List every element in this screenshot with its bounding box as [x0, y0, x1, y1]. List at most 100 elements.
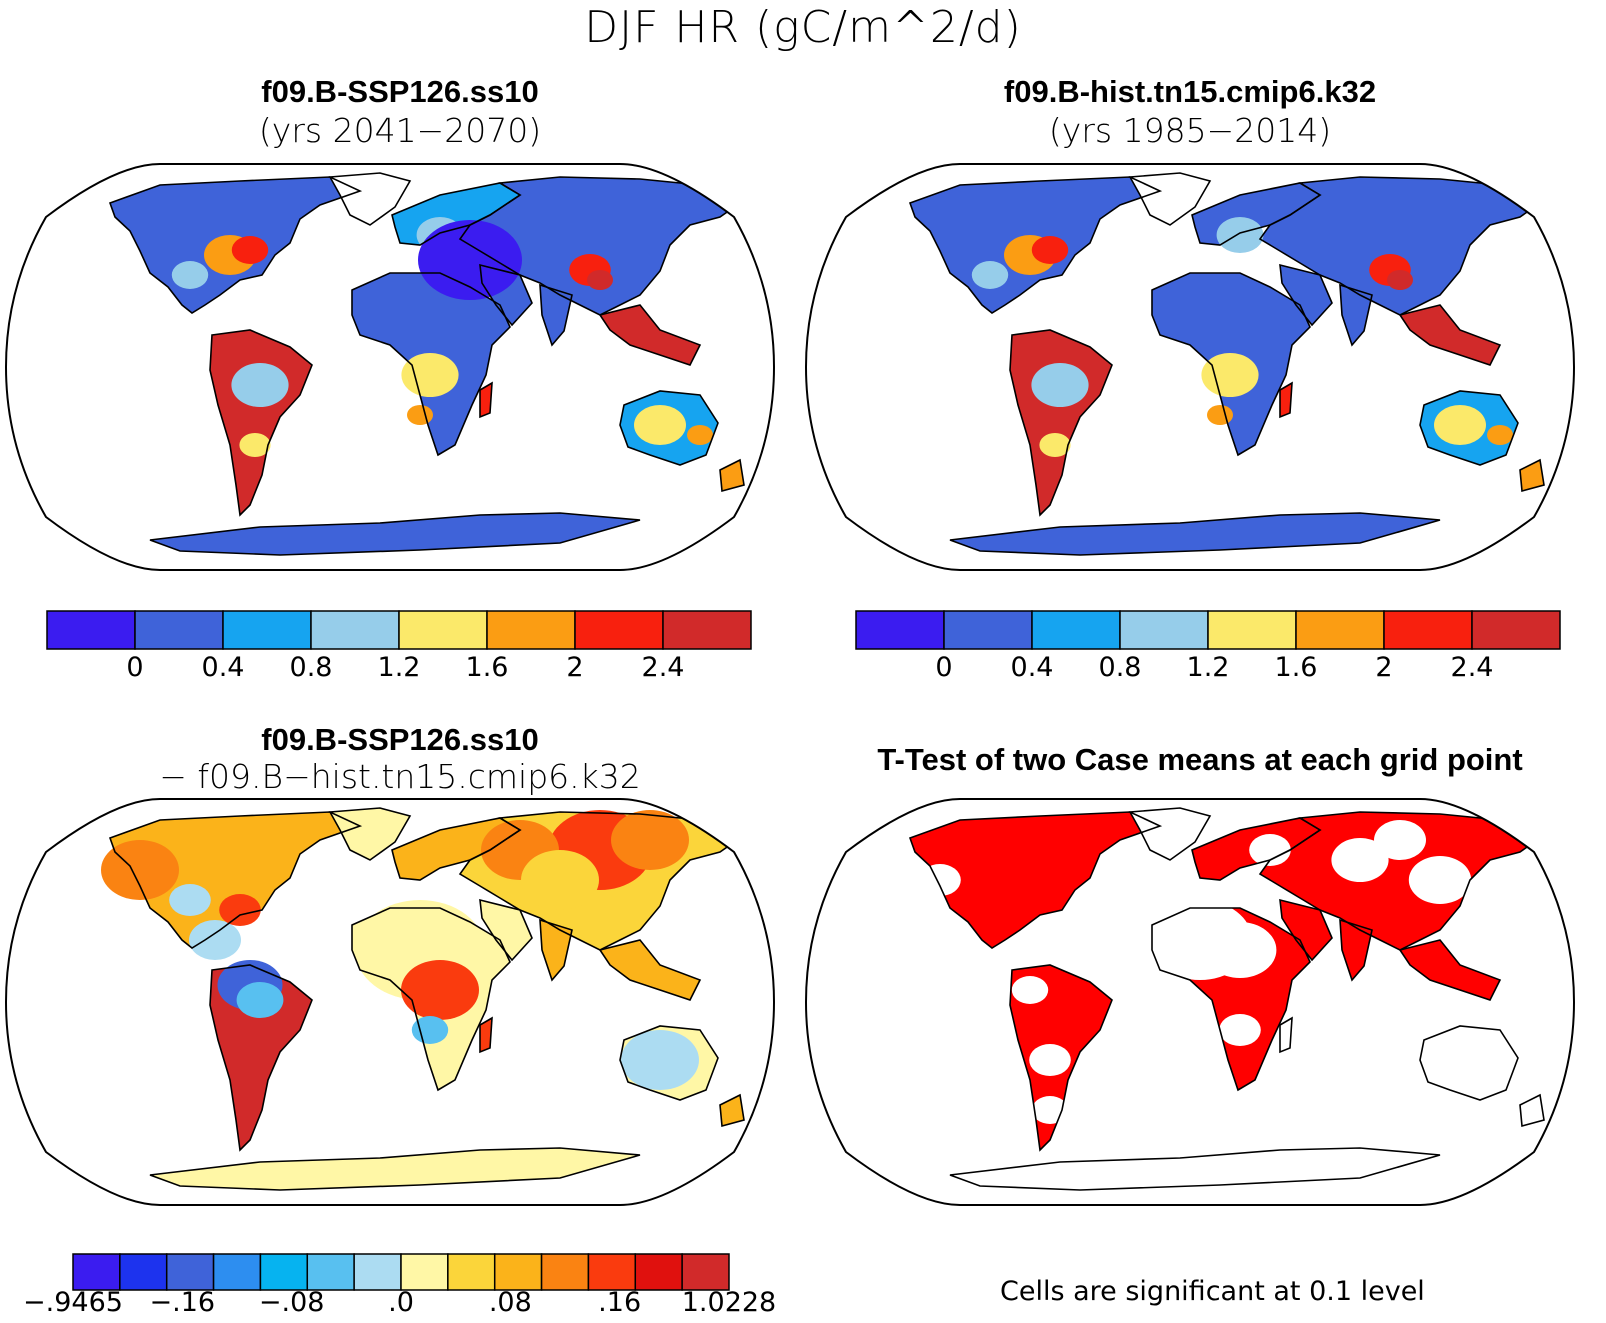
colorbar-absolute-swatch	[1295, 610, 1385, 650]
colorbar-difference-swatch	[72, 1253, 121, 1291]
panel-subtitle-bottom-left: − f09.B−hist.tn15.cmip6.k32	[159, 757, 641, 796]
colorbar-difference-tick-label: .16	[598, 1287, 642, 1318]
landmass-australia	[1420, 1026, 1518, 1100]
map-frame	[804, 798, 1576, 1206]
coastline-greenland	[1128, 172, 1212, 226]
colorbar-absolute-swatch	[1383, 610, 1473, 650]
colorbar-absolute-swatch	[1119, 610, 1209, 650]
colorbar-difference-swatch	[634, 1253, 683, 1291]
field-patch	[1249, 834, 1291, 866]
colorbar-difference-tick-label: −.9465	[23, 1287, 123, 1318]
panel-title-bottom-left: f09.B-SSP126.ss10	[261, 722, 539, 757]
landmass-southAmerica	[210, 965, 312, 1150]
colorbar-difference-tick-label: .0	[388, 1287, 414, 1318]
colorbar-labels-top-right: 0 0.4 0.8 1.2 1.6 2 2.4	[855, 652, 1561, 686]
colorbar-absolute-swatch	[855, 610, 945, 650]
landmass-madagascar	[480, 383, 492, 417]
field-patch	[1031, 363, 1089, 407]
colorbar-difference-swatch	[353, 1253, 402, 1291]
landmass-seAsia	[600, 305, 700, 365]
colorbar-absolute-swatch	[1471, 610, 1561, 650]
coastline-arabia	[479, 898, 533, 962]
panel-subtitle-top-right: (yrs 1985−2014)	[1048, 111, 1332, 150]
colorbar-absolute-swatch	[46, 610, 136, 650]
coastline-australia	[1419, 1025, 1519, 1101]
coastline-antarctica	[949, 1147, 1441, 1191]
landmass-asia	[1260, 177, 1540, 315]
field-patch	[401, 353, 459, 397]
field-patch	[687, 425, 713, 445]
field-patch	[169, 884, 211, 916]
coastline-nz	[1519, 458, 1545, 493]
map-frame	[804, 163, 1576, 571]
coastline-southAmerica	[209, 329, 313, 517]
landmass-madagascar	[1280, 383, 1292, 417]
colorbar-difference-tick-label: .08	[488, 1287, 532, 1318]
landmass-northAmerica	[910, 812, 1160, 948]
landmass-madagascar	[480, 1018, 492, 1052]
landmass-madagascar	[1280, 1018, 1292, 1052]
coastline-australia	[619, 1025, 719, 1101]
field-patch	[1434, 405, 1486, 445]
colorbar-absolute-tick-label: 0	[935, 652, 953, 683]
coastline-australia	[1419, 390, 1519, 466]
colorbar-difference-swatch	[165, 1253, 215, 1291]
field-patch	[1031, 236, 1069, 264]
landmass-northAmerica	[110, 812, 360, 948]
field-patch	[219, 894, 261, 926]
landmass-seAsia	[1400, 940, 1500, 1000]
colorbar-absolute-swatch	[574, 610, 664, 650]
colorbar-absolute-swatch	[310, 610, 400, 650]
landmass-arabia	[1280, 265, 1332, 325]
coastline-africa	[1151, 272, 1311, 457]
map-bottom-right	[804, 798, 1576, 1206]
colorbar-absolute-tick-label: 2.4	[1450, 652, 1494, 683]
landmass-asia	[460, 177, 740, 315]
coastline-india	[539, 283, 573, 347]
colorbar-absolute-tick-label: 2	[566, 652, 584, 683]
colorbar-absolute-tick-label: 2	[1375, 652, 1393, 683]
panel-subtitle-top-left: (yrs 2041−2070)	[258, 111, 542, 150]
coastline-australia	[619, 390, 719, 466]
field-patch	[101, 840, 179, 900]
coastline-seAsia	[598, 939, 702, 1001]
colorbar-difference-swatch	[400, 1253, 449, 1291]
field-patch	[621, 1030, 699, 1090]
field-patch	[239, 433, 271, 457]
colorbar-absolute-tick-label: 1.6	[465, 652, 509, 683]
colorbar-difference-swatch	[681, 1253, 730, 1291]
map-frame	[4, 798, 776, 1206]
coastline-seAsia	[598, 304, 702, 366]
colorbar-absolute-tick-label: 0.8	[289, 652, 333, 683]
field-patch	[1011, 976, 1049, 1004]
field-patch	[231, 236, 269, 264]
panel-title-top-left: f09.B-SSP126.ss10	[261, 74, 539, 109]
coastline-madagascar	[1279, 1016, 1293, 1054]
coastline-greenland	[328, 172, 412, 226]
colorbar-absolute-tick-label: 1.2	[377, 652, 421, 683]
coastline-india	[1339, 918, 1373, 982]
coastline-madagascar	[1279, 381, 1293, 419]
field-patch	[171, 261, 209, 289]
coastline-arabia	[479, 263, 533, 327]
colorbar-bottom-left	[72, 1253, 730, 1291]
colorbar-absolute-tick-label: 1.2	[1186, 652, 1230, 683]
colorbar-difference-swatch	[119, 1253, 168, 1291]
landmass-arabia	[480, 900, 532, 960]
panel-title-bottom-right: T-Test of two Case means at each grid po…	[877, 742, 1523, 777]
field-patch	[401, 960, 479, 1020]
field-patch	[407, 405, 433, 425]
field-patch	[1408, 856, 1472, 904]
colorbar-labels-bottom-left: −.9465 −.16 −.08 .0 .08 .16 1.0228	[23, 1287, 776, 1321]
coastline-arabia	[1279, 898, 1333, 962]
coastline-seAsia	[1398, 304, 1502, 366]
field-patch	[418, 220, 522, 300]
coastline-nz	[719, 1093, 745, 1128]
field-patch	[611, 810, 689, 870]
coastline-nz	[719, 458, 745, 493]
field-patch	[1203, 922, 1277, 978]
map-top-right	[804, 163, 1576, 571]
coastline-northAmerica	[108, 811, 363, 949]
landmass-seAsia	[1400, 305, 1500, 365]
coastline-northAmerica	[908, 176, 1163, 314]
